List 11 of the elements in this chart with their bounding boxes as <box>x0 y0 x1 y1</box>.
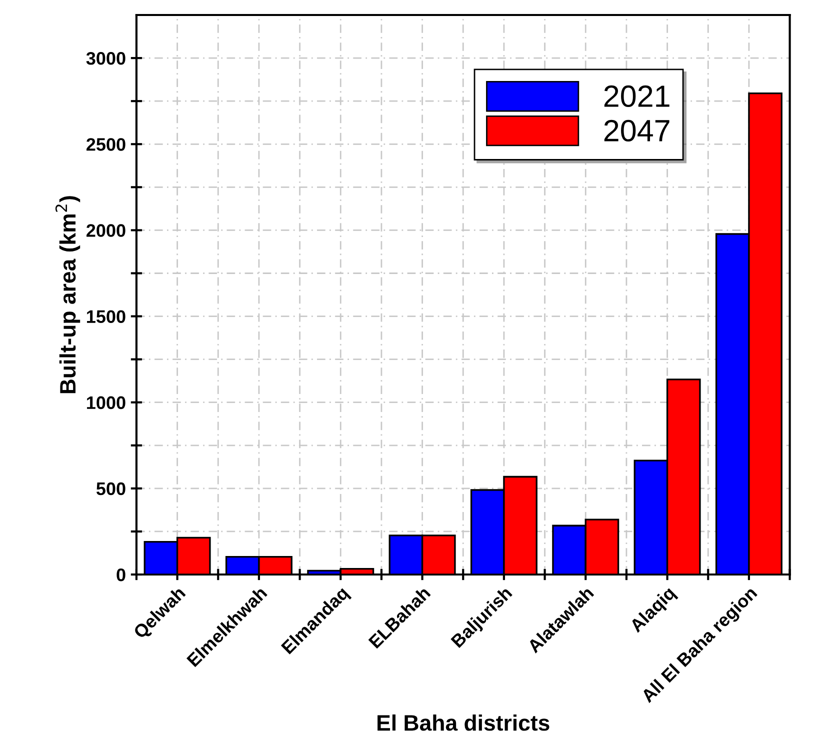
y-tick-label: 3000 <box>86 52 126 65</box>
legend-label: 2021 <box>604 85 670 108</box>
y-tick-label: 500 <box>96 482 126 496</box>
x-axis-title: El Baha districts <box>378 714 550 731</box>
legend-label: 2047 <box>604 120 670 142</box>
y-tick-label: 2500 <box>86 138 126 151</box>
y-tick-label: 2000 <box>86 224 126 237</box>
y-axis-title: Built-up area (km$^{2}$) <box>55 196 80 394</box>
y-tick-label: 1500 <box>87 310 126 324</box>
y-tick-label: 1000 <box>87 396 126 410</box>
y-tick-label: 0 <box>116 568 126 582</box>
